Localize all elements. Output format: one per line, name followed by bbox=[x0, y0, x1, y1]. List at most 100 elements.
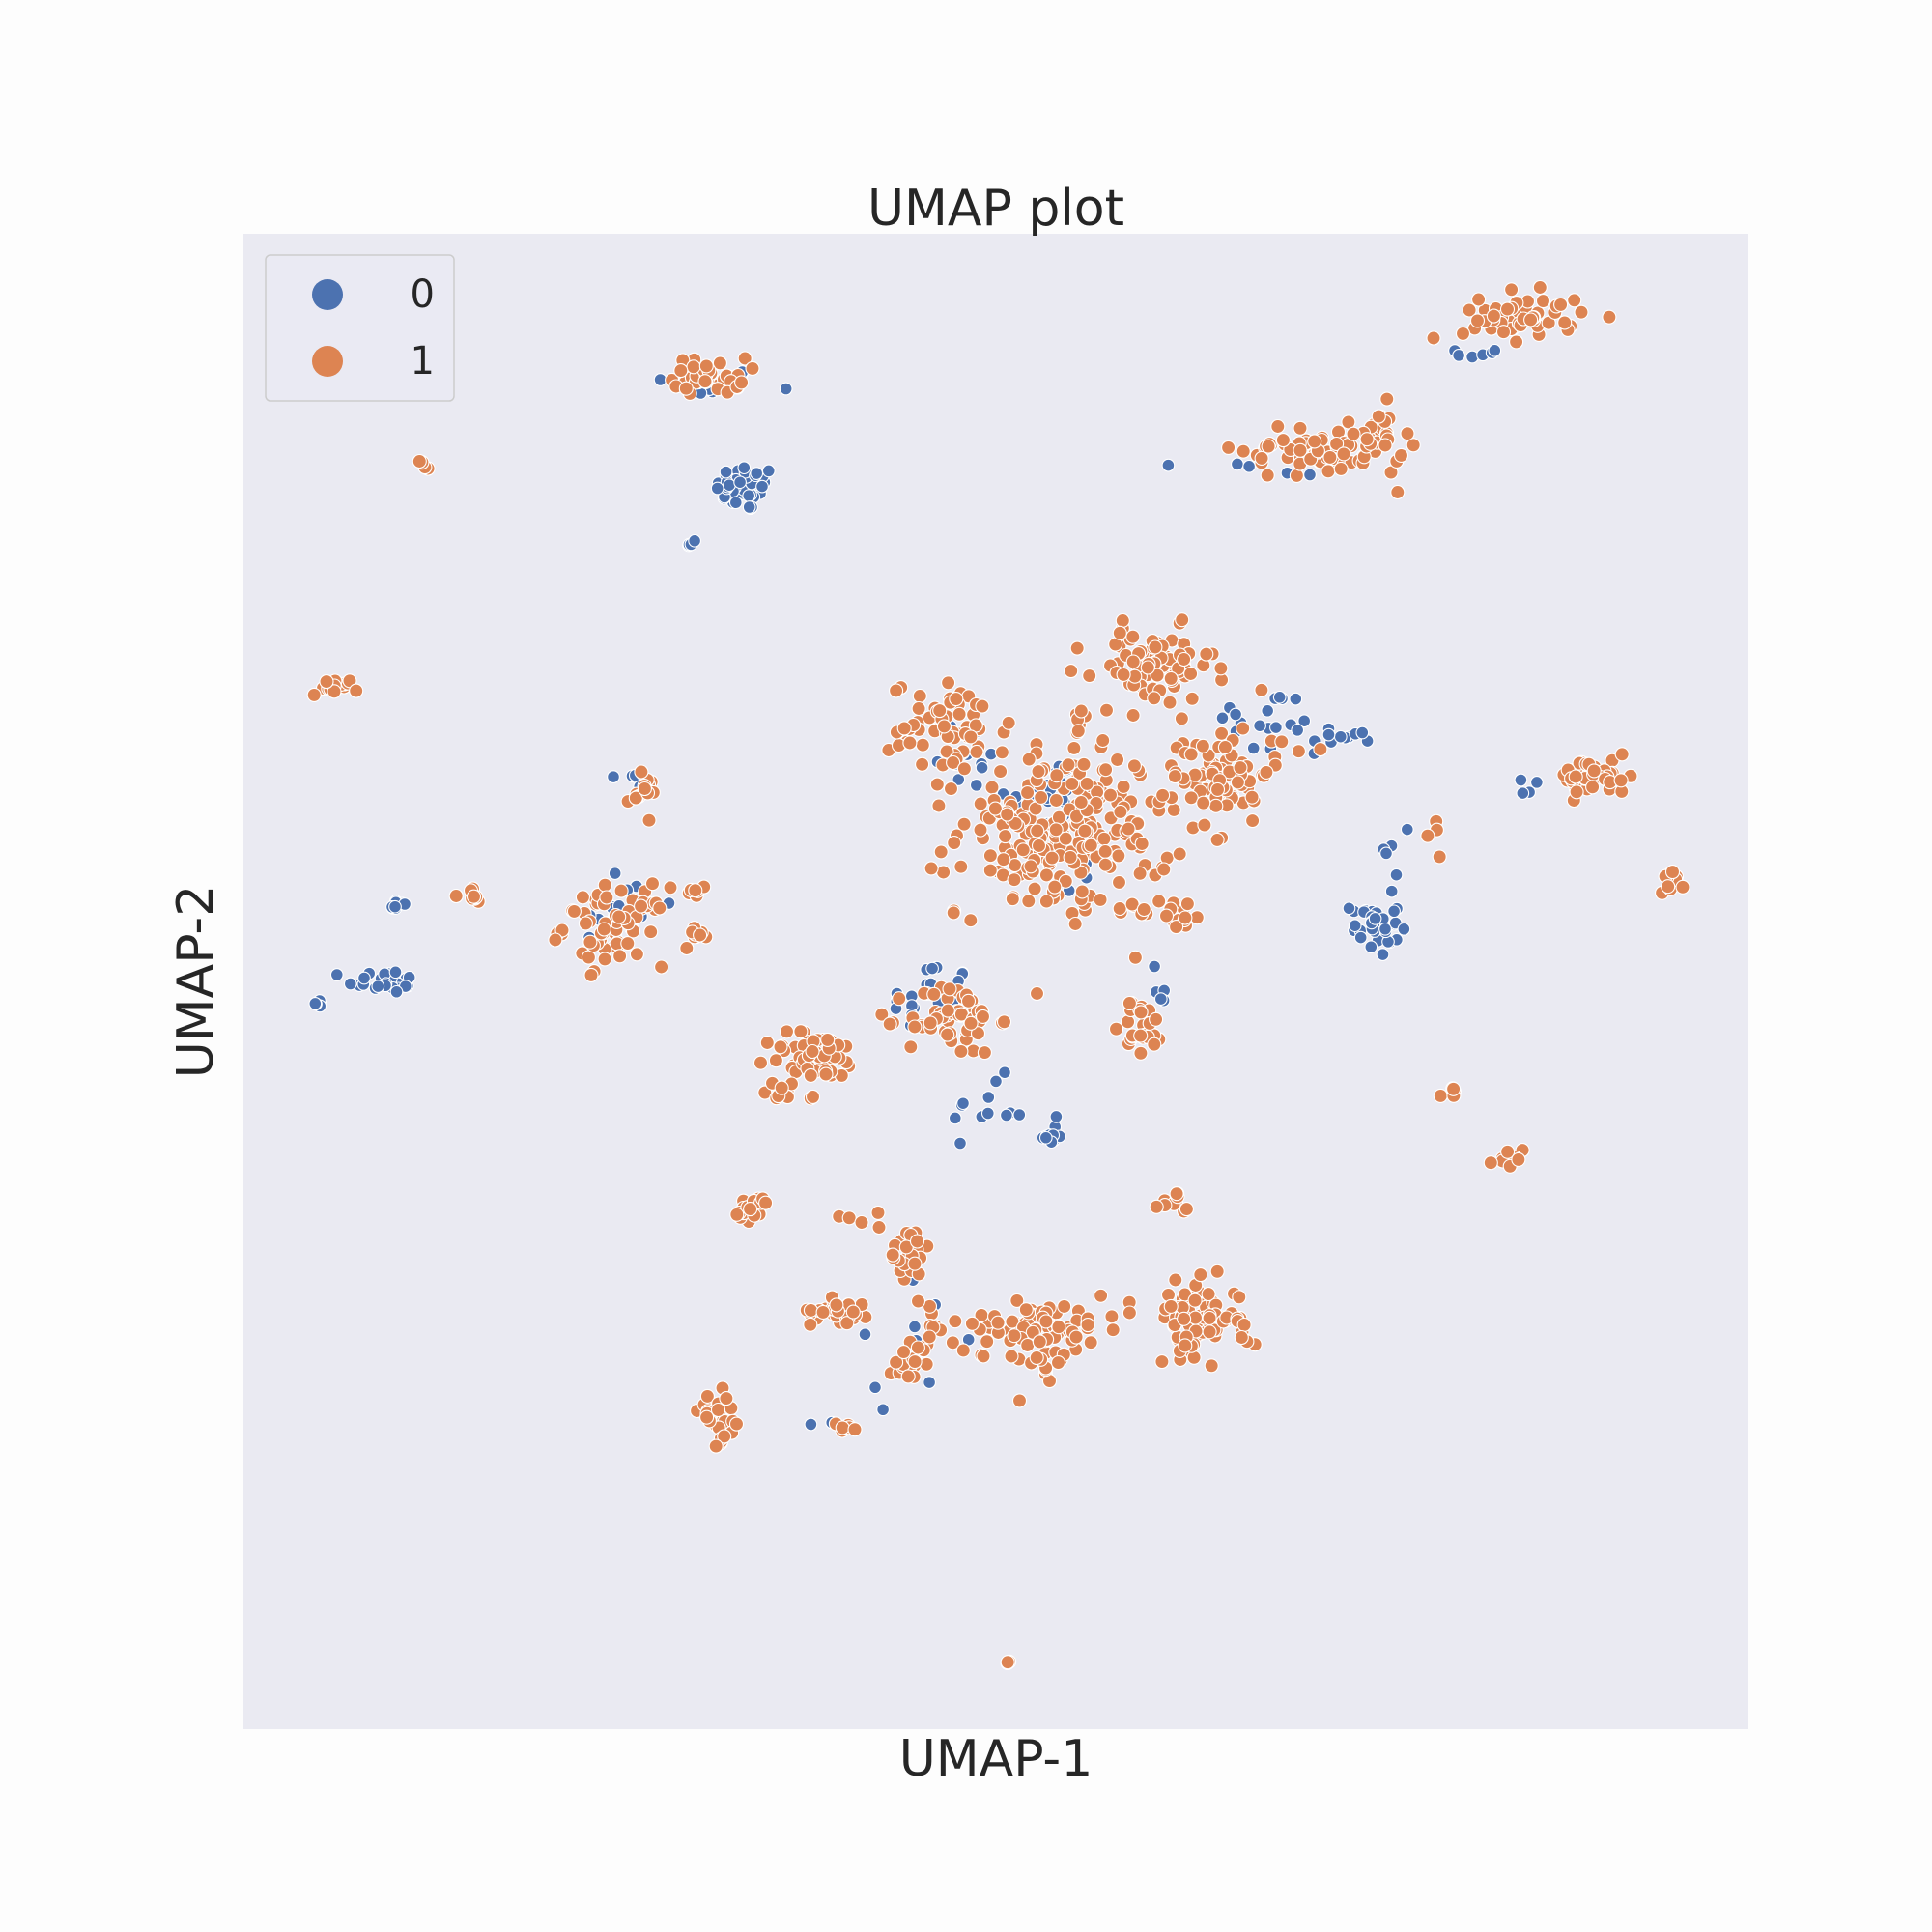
data-point-series-1-439 bbox=[946, 905, 961, 921]
data-point-series-1-749 bbox=[820, 1032, 836, 1047]
data-point-series-1-1125 bbox=[1260, 468, 1275, 483]
data-point-series-1-430 bbox=[1048, 822, 1064, 838]
data-point-series-0-304 bbox=[923, 1376, 936, 1389]
data-point-series-0-41 bbox=[761, 464, 776, 478]
data-point-series-1-167 bbox=[915, 737, 930, 753]
data-point-series-1-448 bbox=[933, 844, 949, 860]
data-point-series-1-963 bbox=[1032, 1334, 1047, 1350]
data-point-series-1-509 bbox=[1125, 629, 1141, 644]
data-point-series-1-1232 bbox=[1495, 325, 1512, 340]
data-point-series-0-188 bbox=[1355, 725, 1370, 740]
data-point-series-1-43 bbox=[412, 453, 427, 469]
data-point-series-1-277 bbox=[1098, 762, 1114, 778]
data-point-series-0-241 bbox=[1153, 992, 1168, 1006]
data-point-series-1-942 bbox=[1007, 1328, 1022, 1344]
data-point-series-1-333 bbox=[946, 754, 961, 771]
data-point-series-1-788 bbox=[1149, 1199, 1164, 1214]
data-point-series-1-781 bbox=[1179, 1202, 1194, 1217]
data-point-series-0-54 bbox=[710, 481, 724, 496]
data-point-series-1-320 bbox=[923, 861, 939, 876]
data-point-series-1-379 bbox=[929, 777, 945, 792]
data-point-series-1-584 bbox=[1208, 798, 1224, 813]
data-point-series-1-1327 bbox=[1420, 828, 1435, 843]
data-point-series-1-1302 bbox=[1446, 1081, 1462, 1096]
data-point-series-1-812 bbox=[854, 1214, 869, 1231]
data-point-series-1-867 bbox=[829, 1297, 844, 1313]
data-point-series-1-939 bbox=[990, 1315, 1006, 1330]
data-point-series-0-282 bbox=[1465, 350, 1479, 364]
data-point-series-1-1237 bbox=[1499, 301, 1516, 317]
data-point-series-1-132 bbox=[652, 900, 668, 916]
data-point-series-1-946 bbox=[1068, 1329, 1084, 1345]
data-point-series-1-887 bbox=[948, 1314, 963, 1329]
data-point-series-0-309 bbox=[1530, 776, 1544, 789]
data-point-series-1-146 bbox=[597, 877, 612, 893]
data-point-series-1-1152 bbox=[1329, 436, 1345, 452]
data-point-series-1-579 bbox=[1254, 682, 1269, 697]
data-point-series-1-457 bbox=[1115, 612, 1130, 629]
data-point-series-1-121 bbox=[597, 952, 612, 967]
data-point-series-0-177 bbox=[1229, 707, 1242, 722]
data-point-series-1-1040 bbox=[1236, 1317, 1252, 1333]
data-point-series-1-159 bbox=[693, 927, 708, 943]
data-point-series-1-1054 bbox=[900, 1369, 916, 1384]
data-point-series-1-670 bbox=[977, 1045, 992, 1061]
data-point-series-1-389 bbox=[1096, 831, 1112, 846]
data-point-series-1-393 bbox=[1034, 789, 1049, 805]
data-point-series-1-350 bbox=[956, 816, 972, 832]
data-point-series-1-982 bbox=[1204, 1358, 1219, 1374]
data-point-series-0-218 bbox=[956, 1096, 970, 1111]
data-point-series-1-357 bbox=[1110, 752, 1125, 768]
data-point-series-1-500 bbox=[1199, 646, 1214, 662]
data-point-series-1-597 bbox=[1195, 738, 1210, 753]
data-point-series-1-39 bbox=[734, 375, 750, 390]
data-point-series-1-150 bbox=[620, 936, 636, 952]
data-point-series-1-835 bbox=[909, 1234, 925, 1249]
data-point-series-1-449 bbox=[1000, 807, 1015, 822]
data-point-series-1-124 bbox=[578, 916, 593, 931]
data-point-series-1-1053 bbox=[889, 1354, 904, 1370]
data-point-series-1-808 bbox=[743, 1202, 758, 1217]
data-point-series-1-1158 bbox=[1254, 450, 1269, 466]
data-point-series-1-776 bbox=[1149, 1011, 1164, 1027]
data-point-series-1-151 bbox=[611, 909, 627, 924]
data-point-series-1-1179 bbox=[1371, 409, 1386, 424]
data-point-series-1-194 bbox=[1001, 715, 1016, 730]
data-point-series-1-1087 bbox=[699, 1409, 715, 1425]
data-point-series-1-1235 bbox=[1553, 297, 1569, 312]
data-point-series-0-88 bbox=[371, 980, 385, 993]
data-point-series-1-742 bbox=[793, 1024, 809, 1039]
data-point-series-1-773 bbox=[1133, 1028, 1149, 1043]
points-layer bbox=[306, 279, 1690, 1671]
data-point-series-1-458 bbox=[1125, 707, 1141, 724]
data-point-series-0-38 bbox=[728, 496, 743, 510]
data-point-series-1-1296 bbox=[1664, 865, 1681, 880]
data-point-series-1-314 bbox=[973, 796, 988, 811]
data-point-series-1-403 bbox=[1061, 757, 1076, 773]
data-point-series-1-203 bbox=[952, 706, 967, 722]
data-point-series-1-1127 bbox=[1270, 418, 1286, 435]
data-point-series-1-492 bbox=[1184, 691, 1200, 706]
data-point-series-1-583 bbox=[1244, 789, 1260, 805]
data-point-series-1-532 bbox=[1140, 660, 1155, 675]
data-point-series-1-1206 bbox=[1455, 326, 1471, 341]
data-point-series-1-149 bbox=[582, 934, 598, 950]
data-point-series-1-777 bbox=[1122, 995, 1137, 1011]
data-point-series-1-426 bbox=[1063, 849, 1078, 865]
legend-label-1: 1 bbox=[411, 339, 435, 384]
data-point-series-1-308 bbox=[1067, 916, 1083, 932]
data-point-series-1-1293 bbox=[1675, 879, 1690, 895]
data-point-series-1-686 bbox=[963, 1015, 979, 1031]
data-point-series-1-868 bbox=[845, 1304, 861, 1320]
data-point-series-1-1057 bbox=[910, 1340, 925, 1355]
data-point-series-1-857 bbox=[803, 1302, 818, 1318]
data-point-series-1-1255 bbox=[1614, 747, 1630, 762]
data-point-series-1-219 bbox=[975, 698, 990, 714]
legend-marker-0 bbox=[312, 279, 343, 310]
data-point-series-0-214 bbox=[948, 1111, 962, 1125]
data-point-series-1-752 bbox=[805, 1043, 820, 1060]
data-point-series-1-468 bbox=[1098, 702, 1115, 718]
data-point-series-1-520 bbox=[1116, 667, 1131, 682]
